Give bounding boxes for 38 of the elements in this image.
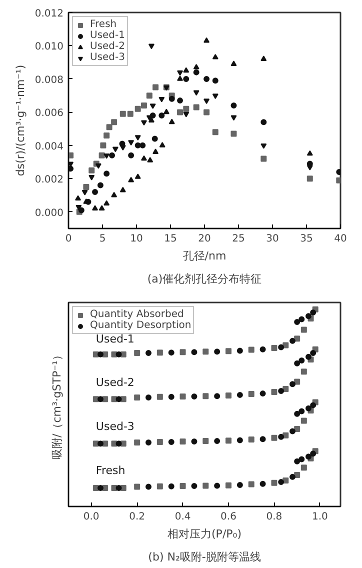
x-axis-title: 相对压力(P/P₀) xyxy=(168,528,242,540)
text: (b) N₂吸附-脱附等温线 xyxy=(148,550,261,564)
legend-label: Used-3 xyxy=(90,52,125,63)
y-axis-title: 吸附/（cm³·gSTP⁻¹） xyxy=(50,350,64,460)
x-tick-label: 0.0 xyxy=(83,512,100,522)
y-tick-label: 0.004 xyxy=(34,141,64,152)
x-tick-label: 30 xyxy=(266,234,279,244)
x-tick-label: 0.6 xyxy=(220,512,236,522)
y-axis-title: ds(r)/(cm³·g⁻¹·nm⁻¹) xyxy=(14,64,27,176)
y-tick-label: 0.006 xyxy=(34,108,64,120)
annotation: Fresh xyxy=(96,464,126,477)
x-tick-label: 0.2 xyxy=(129,512,146,522)
y-tick-label: 0.002 xyxy=(34,174,64,186)
x-tick-label: 20 xyxy=(198,234,211,244)
x-tick-label: 15 xyxy=(164,234,177,244)
text: (a)催化剂孔径分布特征 xyxy=(147,272,262,286)
x-tick-label: 0 xyxy=(65,234,72,244)
x-tick-label: 10 xyxy=(130,234,143,244)
x-tick-label: 0.8 xyxy=(266,512,282,522)
legend-label: Quantity Desorption xyxy=(90,320,192,331)
y-tick-label: 0.012 xyxy=(34,8,64,20)
legend-label: Quantity Absorbed xyxy=(90,309,184,320)
x-tick-label: 5 xyxy=(99,234,106,244)
y-tick-label: 0.000 xyxy=(34,208,64,219)
legend-label: Fresh xyxy=(90,19,117,30)
x-tick-label: 40 xyxy=(334,234,347,244)
annotation: Used-1 xyxy=(96,332,134,346)
legend-label: Used-1 xyxy=(90,30,125,41)
x-tick-label: 25 xyxy=(232,234,245,244)
x-tick-label: 35 xyxy=(300,234,313,244)
y-tick-label: 0.008 xyxy=(34,74,64,86)
x-tick-label: 1.0 xyxy=(312,512,328,522)
x-tick-label: 0.4 xyxy=(174,512,191,522)
annotation: Used-2 xyxy=(96,376,134,390)
y-tick-label: 0.010 xyxy=(34,42,64,53)
annotation: Used-3 xyxy=(96,420,134,434)
x-axis-title: 孔径/nm xyxy=(182,250,226,262)
legend-label: Used-2 xyxy=(90,41,125,52)
